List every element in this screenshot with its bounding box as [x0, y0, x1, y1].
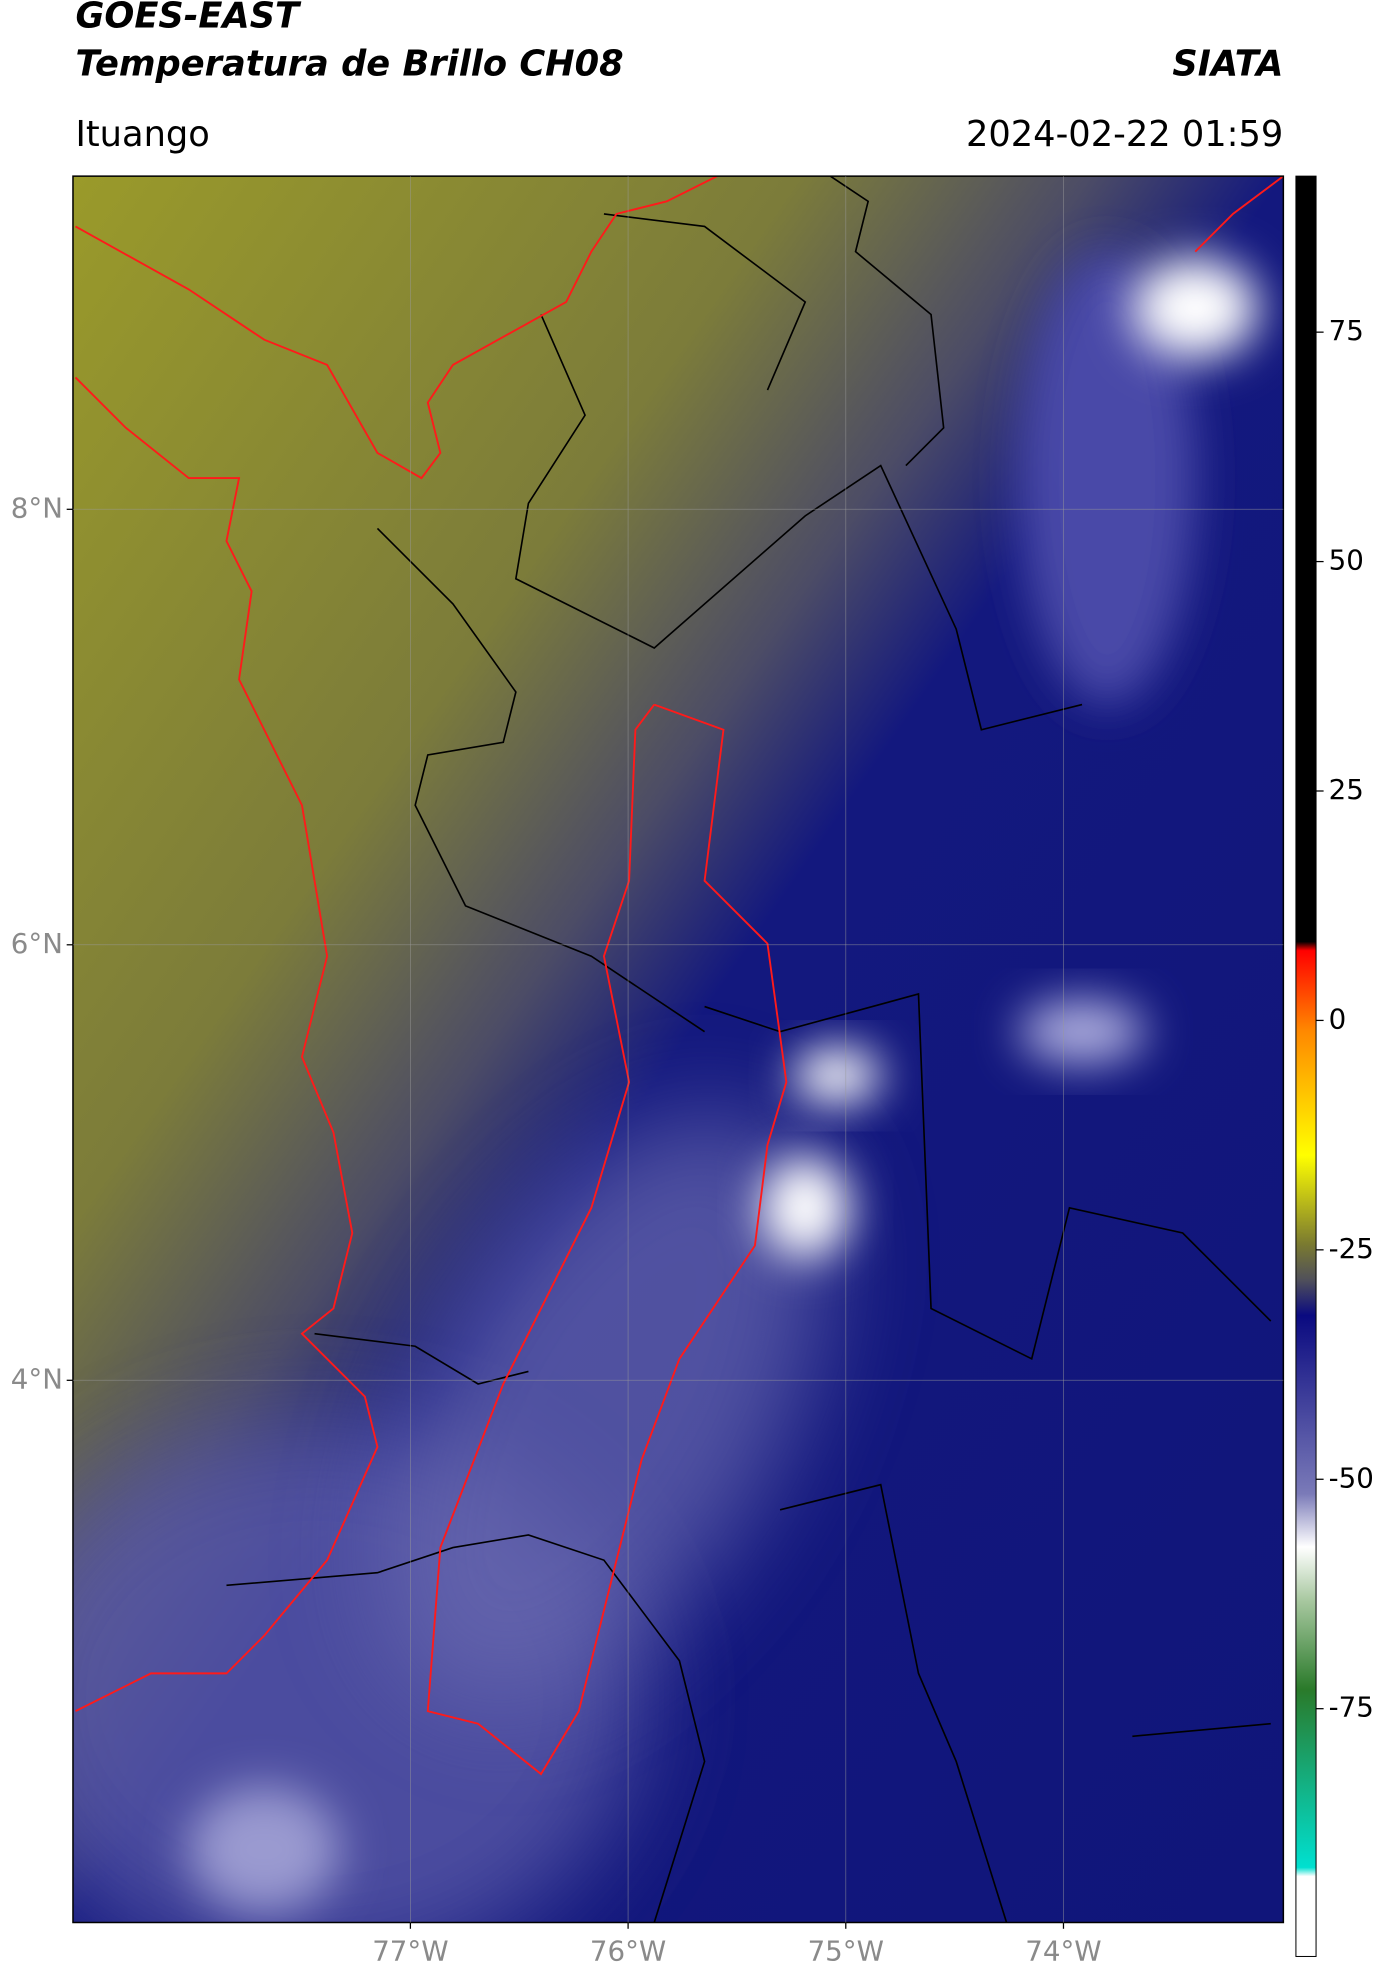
colorbar-tick-label: 0: [1329, 1002, 1347, 1035]
colorbar: [1295, 175, 1317, 1957]
agency: SIATA: [1172, 43, 1283, 84]
colorbar-tick-label: -75: [1329, 1691, 1374, 1724]
x-tick-label: 76°W: [590, 1935, 666, 1968]
x-tick-label: 77°W: [372, 1935, 448, 1968]
colorbar-tick-label: -50: [1329, 1461, 1374, 1494]
location: Ituango: [75, 114, 209, 155]
subtitle: Temperatura de Brillo CH08: [75, 43, 623, 84]
x-tick-label: 75°W: [808, 1935, 884, 1968]
map-imagery: [72, 176, 1284, 1923]
colorbar-tick-label: 75: [1329, 314, 1364, 347]
y-tick-label: 6°N: [11, 927, 63, 960]
colorbar-tick-label: -25: [1329, 1232, 1374, 1265]
title: GOES-EAST: [75, 0, 302, 37]
y-tick-label: 4°N: [11, 1362, 63, 1395]
y-tick-label: 8°N: [11, 491, 63, 524]
colorbar-tick-label: 50: [1329, 544, 1364, 577]
x-tick-label: 74°W: [1025, 1935, 1101, 1968]
colorbar-tick-label: 25: [1329, 773, 1364, 806]
datetime: 2024-02-22 01:59: [966, 114, 1283, 155]
map-frame: [72, 175, 1285, 1924]
